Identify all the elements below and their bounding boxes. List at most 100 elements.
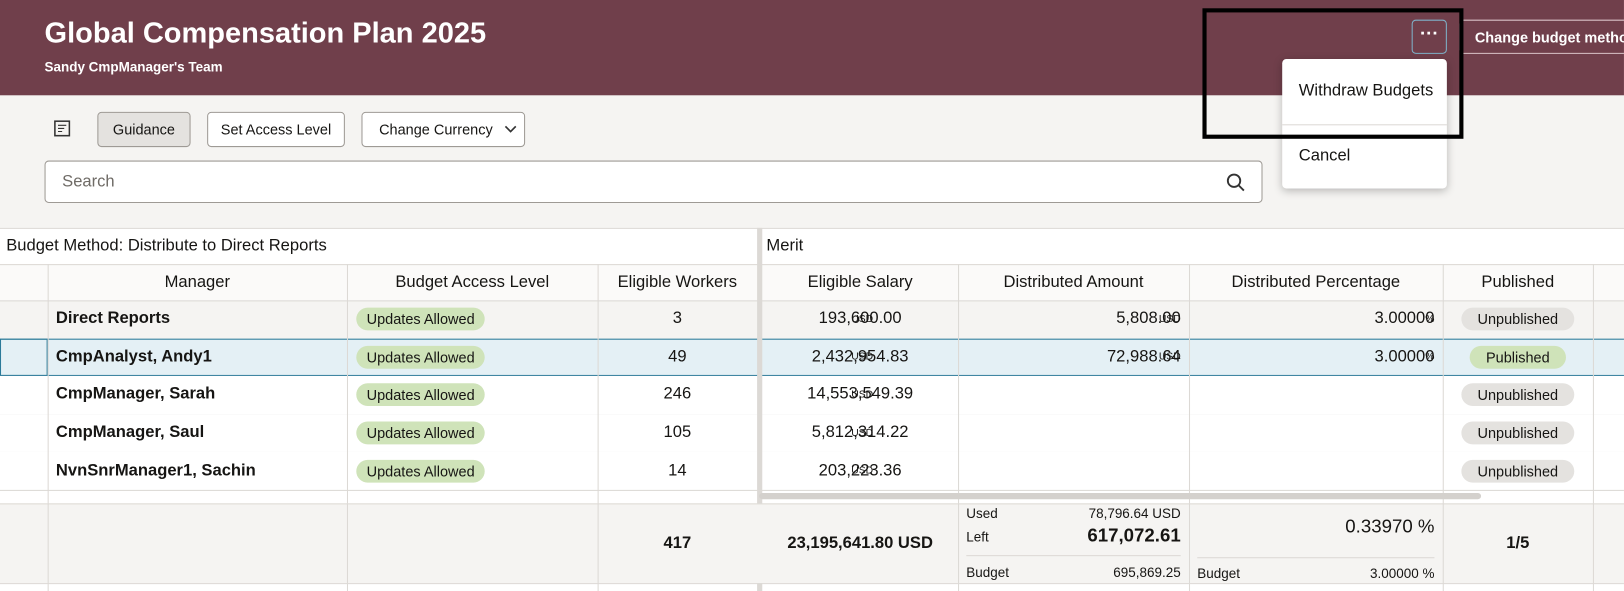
unit: USD [851, 313, 874, 325]
manager: NvnSnrManager1, Sachin [55, 461, 256, 480]
amount: 193,600.00 [818, 309, 902, 328]
row[interactable] [0, 451, 1624, 490]
access-cell: Updates Allowed [356, 376, 486, 414]
workers: 246 [663, 385, 692, 404]
amount: 5,808.00 [1116, 309, 1181, 328]
frozen-divider [757, 227, 763, 591]
access-cell: Updates Allowed [356, 338, 486, 376]
percentage: 3.00000% [1189, 300, 1435, 338]
badge: Published [1469, 345, 1567, 369]
label: Change Currency [379, 121, 493, 138]
scrollbar [759, 492, 1482, 500]
col-line [958, 503, 960, 584]
totals-bg [0, 503, 1624, 584]
export-icon[interactable] [54, 120, 71, 139]
guidance-button[interactable]: Guidance [97, 111, 191, 148]
table: Budget Method: Distribute to Direct Repo… [0, 227, 1624, 591]
amount: 3.00000 [1374, 309, 1435, 328]
salary: 5,812,314.22 USD [762, 414, 958, 452]
menu-item[interactable]: Cancel [1298, 147, 1351, 165]
access-cell: Updates Allowed [356, 452, 486, 490]
col-line [597, 264, 599, 591]
badge: Unpublished [1460, 459, 1575, 483]
salary: 14,553,549.39 USD [762, 376, 958, 414]
published-cell: Unpublished [1443, 300, 1593, 338]
badge: Updates Allowed [356, 383, 486, 407]
column-header: Distributed Percentage [1231, 272, 1401, 291]
published-cell: Published [1443, 338, 1593, 376]
access-button[interactable]: Set Access Level [207, 111, 345, 148]
highlight-box [1202, 8, 1464, 139]
access-cell: Updates Allowed [356, 300, 486, 338]
workers: 49 [668, 347, 687, 366]
published-cell: Unpublished [1443, 414, 1593, 452]
col-line [1188, 503, 1191, 584]
unit: USD [851, 351, 874, 363]
badge: Updates Allowed [356, 307, 486, 331]
more-button[interactable]: ··· [1411, 19, 1447, 54]
col-line [1188, 264, 1191, 591]
sep [1197, 557, 1435, 559]
chevron [504, 125, 517, 133]
row[interactable] [0, 300, 1624, 339]
currency-button[interactable]: Change Currency [361, 111, 526, 148]
salary: 193,600.00 USD [762, 300, 958, 338]
change-budget-button[interactable]: Change budget method [1459, 19, 1624, 54]
col-line [597, 503, 599, 584]
column-header: Distributed Amount [1003, 272, 1144, 291]
head-line [0, 300, 1624, 302]
col-line [1592, 264, 1594, 591]
col-line [1442, 264, 1444, 591]
unit: % [1425, 351, 1435, 363]
separator [1282, 124, 1447, 126]
distributed: 72,988.64 USD [958, 338, 1181, 376]
search-icon [1226, 173, 1245, 192]
head-line [0, 264, 1624, 266]
published-cell: Unpublished [1443, 452, 1593, 490]
total-salary: 23,195,641.80 USD [787, 533, 933, 552]
unit: USD [851, 389, 874, 401]
menu: Withdraw Budgets Cancel [1282, 59, 1447, 189]
unit: USD [851, 465, 874, 477]
sep [966, 555, 1181, 557]
totals-line [0, 503, 1624, 505]
badge: Unpublished [1460, 383, 1575, 407]
menu-item[interactable]: Withdraw Budgets [1298, 81, 1434, 100]
totals-line [0, 583, 1624, 585]
focus-cell [0, 338, 48, 377]
amount: 5,812,314.22 [811, 423, 909, 442]
search-box[interactable]: Search [44, 160, 1263, 203]
row-line [0, 489, 1624, 491]
row[interactable] [0, 414, 1624, 452]
workers: 105 [663, 423, 692, 442]
budget: 695,869.25 [1113, 564, 1181, 580]
manager: CmpAnalyst, Andy1 [55, 347, 212, 366]
badge: Updates Allowed [356, 345, 486, 369]
amount: 72,988.64 [1106, 347, 1181, 366]
subtitle: Sandy CmpManager's Team [44, 59, 223, 75]
column-header: Eligible Salary [807, 272, 913, 291]
col-line [346, 503, 348, 584]
left-label: Left [966, 529, 989, 545]
col-line [47, 503, 49, 584]
salary: 203,223.36 USD [762, 452, 958, 490]
row[interactable] [0, 338, 1624, 377]
col-line [47, 264, 49, 591]
column-header: Manager [164, 272, 231, 291]
placeholder: Search [62, 172, 115, 191]
published-cell: Unpublished [1443, 376, 1593, 414]
budget-label: Budget [966, 564, 1009, 580]
unit: USD [1158, 351, 1181, 363]
badge: Updates Allowed [356, 459, 486, 483]
row[interactable] [0, 376, 1624, 415]
used: 78,796.64 USD [1088, 505, 1181, 521]
header-bg [0, 264, 1624, 301]
unit: USD [1158, 313, 1181, 325]
group-header: Merit [766, 236, 804, 255]
pct-budget-label: Budget [1197, 565, 1240, 582]
column-header: Published [1481, 272, 1555, 291]
workers: 14 [668, 461, 687, 480]
col-line [1442, 503, 1444, 584]
workers: 3 [672, 309, 682, 328]
